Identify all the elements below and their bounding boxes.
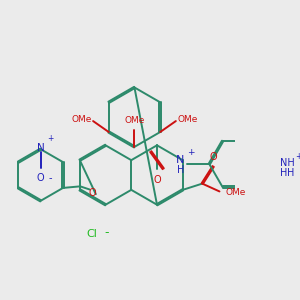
- Text: -: -: [104, 226, 109, 238]
- Text: +: +: [47, 134, 53, 143]
- Text: +: +: [295, 152, 300, 161]
- Text: H: H: [287, 169, 295, 178]
- Text: O: O: [37, 173, 44, 183]
- Text: H: H: [177, 164, 184, 175]
- Text: N: N: [37, 143, 44, 153]
- Text: NH: NH: [280, 158, 294, 167]
- Text: O: O: [209, 152, 217, 162]
- Text: OMe: OMe: [71, 115, 92, 124]
- Text: +: +: [187, 148, 194, 157]
- Text: H: H: [280, 169, 287, 178]
- Text: N: N: [176, 155, 184, 165]
- Text: OMe: OMe: [124, 116, 145, 125]
- Text: Cl: Cl: [87, 230, 98, 239]
- Text: OMe: OMe: [226, 188, 246, 197]
- Text: O: O: [89, 188, 97, 198]
- Text: OMe: OMe: [177, 115, 198, 124]
- Text: O: O: [153, 175, 161, 185]
- Text: -: -: [49, 173, 52, 183]
